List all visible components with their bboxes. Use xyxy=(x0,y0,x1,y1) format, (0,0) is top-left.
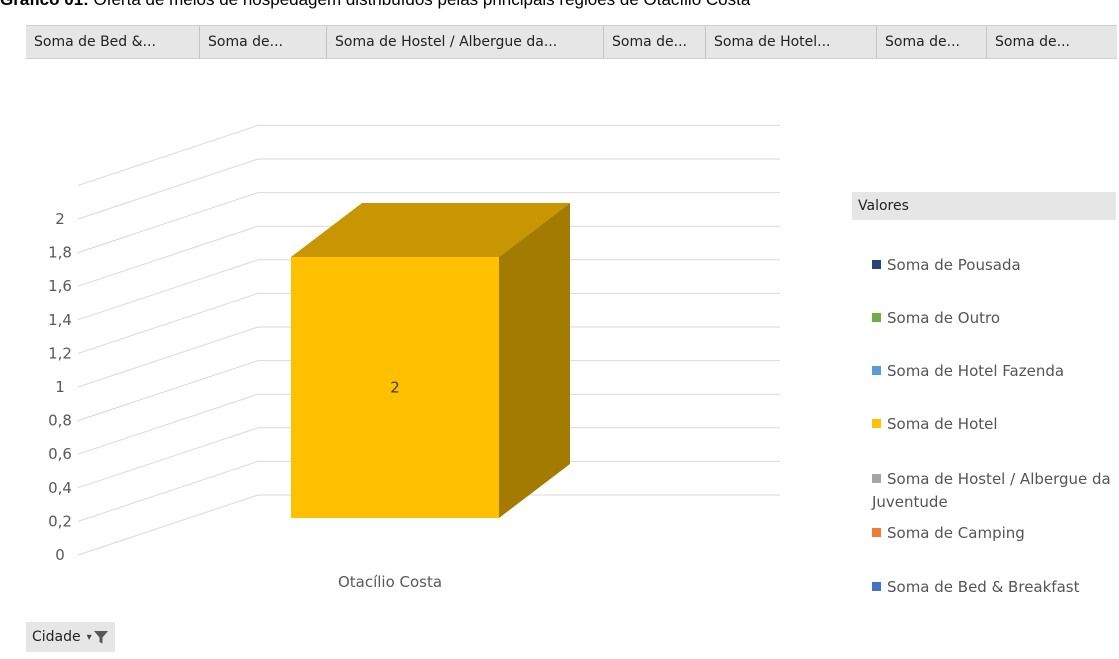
y-tick-label: 0,6 xyxy=(48,445,72,463)
field-button-hotel[interactable]: Soma de Hotel... xyxy=(706,26,877,58)
pivot-field-bar: Soma de Bed &... Soma de... Soma de Host… xyxy=(26,25,1117,59)
legend: Valores Soma de Pousada Soma de Outro Soma… xyxy=(852,192,1116,596)
field-button-hostel[interactable]: Soma de Hostel / Albergue da... xyxy=(327,26,604,58)
axis-field-label: Cidade xyxy=(32,629,81,645)
dropdown-arrow-icon: ▾ xyxy=(86,631,92,643)
gridline xyxy=(77,124,780,186)
gridline xyxy=(77,393,780,455)
legend-item[interactable]: Soma de Camping xyxy=(872,522,1112,545)
gridline xyxy=(77,292,780,354)
gridline xyxy=(77,427,780,489)
field-button-bed-breakfast[interactable]: Soma de Bed &... xyxy=(26,26,200,58)
chart-title: Gráfico 01: Oferta de meios de hospedage… xyxy=(0,0,1119,11)
legend-swatch xyxy=(872,419,881,428)
data-label: 2 xyxy=(390,379,400,397)
legend-swatch xyxy=(872,474,881,483)
field-button-2[interactable]: Soma de... xyxy=(200,26,327,58)
legend-label: Soma de Pousada xyxy=(887,256,1021,274)
legend-swatch xyxy=(872,260,881,269)
legend-swatch xyxy=(872,528,881,537)
legend-label: Soma de Hotel Fazenda xyxy=(887,362,1065,380)
chart-title-text: Oferta de meios de hospedagem distribuíd… xyxy=(89,0,751,9)
legend-item[interactable]: Soma de Outro xyxy=(872,307,1112,330)
axis-field-button-cidade[interactable]: Cidade ▾ xyxy=(26,622,115,652)
gridline xyxy=(77,259,780,321)
y-tick-label: 0,4 xyxy=(48,479,72,497)
legend-swatch xyxy=(872,582,881,591)
chart-title-lead: Gráfico 01: xyxy=(0,0,89,9)
gridline xyxy=(77,460,780,522)
bar-side-face xyxy=(499,203,570,518)
field-button-4[interactable]: Soma de... xyxy=(604,26,706,58)
legend-item[interactable]: Soma de Hotel xyxy=(872,413,1112,436)
y-tick-label: 1,4 xyxy=(48,311,72,329)
y-tick-label: 1,8 xyxy=(48,244,72,262)
y-tick-label: 0 xyxy=(55,546,65,564)
gridline xyxy=(77,192,780,254)
legend-item[interactable]: Soma de Hotel Fazenda xyxy=(872,360,1112,383)
legend-label: Soma de Camping xyxy=(887,524,1025,542)
legend-label: Soma de Outro xyxy=(887,309,1000,327)
x-tick-label: Otacílio Costa xyxy=(338,573,442,591)
gridline xyxy=(77,360,780,422)
gridline xyxy=(77,225,780,287)
y-tick-label: 2 xyxy=(55,210,65,228)
legend-label: Soma de Bed & Breakfast xyxy=(887,578,1080,596)
legend-label: Soma de Hostel / Albergue da Juventude xyxy=(872,470,1111,511)
filter-icon xyxy=(93,631,108,644)
legend-item[interactable]: Soma de Bed & Breakfast xyxy=(872,576,1112,599)
y-tick-label: 0,2 xyxy=(48,512,72,530)
gridline xyxy=(77,326,780,388)
bar-top-face xyxy=(291,203,570,257)
field-button-6[interactable]: Soma de... xyxy=(877,26,987,58)
gridline xyxy=(77,158,780,220)
legend-item[interactable]: Soma de Pousada xyxy=(872,254,1112,277)
legend-swatch xyxy=(872,313,881,322)
gridline xyxy=(77,494,780,556)
legend-label: Soma de Hotel xyxy=(887,415,998,433)
bar-hotel xyxy=(291,257,499,518)
y-tick-label: 1,6 xyxy=(48,277,72,295)
legend-title: Valores xyxy=(852,192,1116,220)
field-button-7[interactable]: Soma de... xyxy=(987,26,1117,58)
legend-swatch xyxy=(872,366,881,375)
legend-item[interactable]: Soma de Hostel / Albergue da Juventude xyxy=(872,468,1112,514)
y-tick-label: 0,8 xyxy=(48,412,72,430)
y-tick-label: 1 xyxy=(55,378,65,396)
y-tick-label: 1,2 xyxy=(48,344,72,362)
